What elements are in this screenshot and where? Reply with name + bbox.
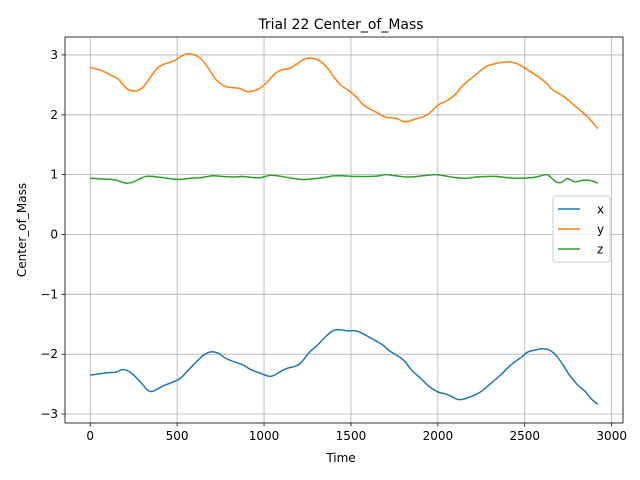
x-tick-label: 500 — [166, 429, 189, 443]
series-lines — [90, 52, 599, 406]
x-tick-label: 3000 — [596, 429, 627, 443]
y-tick-label: 0 — [50, 227, 58, 241]
plot-frame — [64, 36, 624, 424]
x-axis-ticks: 0 500 1000 1500 2000 2500 3000 — [86, 423, 627, 443]
legend-label-y: y — [597, 223, 604, 237]
legend: xyz — [552, 195, 611, 263]
y-tick-label: 2 — [50, 108, 58, 122]
chart-title: Trial 22 Center_of_Mass — [257, 17, 423, 33]
series-line-x — [90, 328, 599, 406]
x-tick-label: 0 — [86, 429, 94, 443]
x-axis-label: Time — [325, 451, 355, 465]
x-tick-label: 2500 — [510, 429, 541, 443]
x-tick-label: 1000 — [249, 429, 280, 443]
legend-label-x: x — [597, 203, 604, 217]
x-tick-label: 1500 — [336, 429, 367, 443]
y-tick-label: −2 — [40, 347, 58, 361]
y-tick-label: −3 — [40, 407, 58, 421]
series-line-y — [90, 52, 599, 130]
y-tick-label: −1 — [40, 287, 58, 301]
y-axis-ticks: −3 −2 −1 0 1 2 3 — [40, 48, 65, 421]
legend-box — [552, 195, 611, 263]
y-tick-label: 3 — [50, 48, 58, 62]
grid — [65, 37, 623, 423]
legend-label-z: z — [597, 243, 603, 257]
y-tick-label: 1 — [50, 168, 58, 182]
x-tick-label: 2000 — [423, 429, 454, 443]
series-line-z — [90, 173, 599, 184]
y-axis-label: Center_of_Mass — [15, 183, 29, 277]
